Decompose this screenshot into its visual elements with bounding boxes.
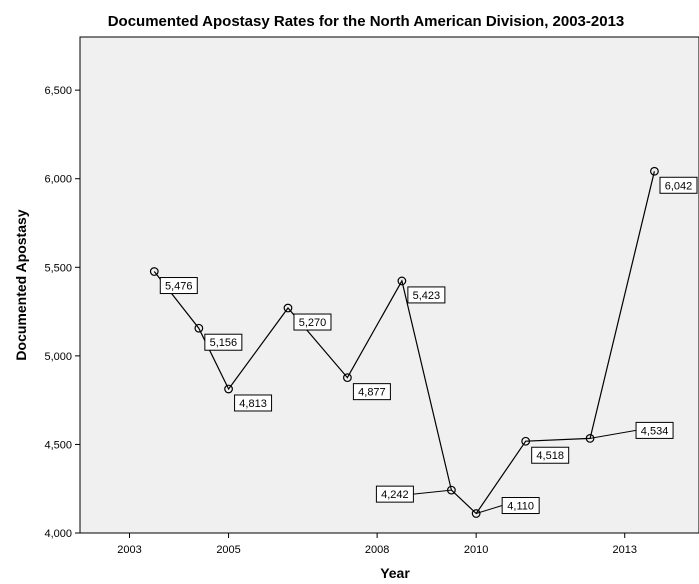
data-label: 6,042 bbox=[665, 180, 693, 192]
data-point bbox=[149, 267, 159, 276]
y-tick-label: 5,500 bbox=[44, 262, 72, 274]
data-label-box bbox=[234, 394, 273, 412]
data-label: 4,242 bbox=[381, 489, 409, 501]
x-tick-label: 2013 bbox=[612, 544, 636, 556]
data-label-box bbox=[204, 333, 243, 351]
data-point bbox=[585, 434, 595, 443]
data-point bbox=[224, 384, 233, 394]
data-point bbox=[521, 436, 531, 446]
data-label-box bbox=[352, 383, 391, 401]
chart-title: Documented Apostasy Rates for the North … bbox=[108, 13, 625, 30]
data-label: 4,813 bbox=[239, 398, 267, 410]
y-tick-label: 5,000 bbox=[44, 351, 72, 363]
y-tick-label: 4,000 bbox=[44, 528, 72, 540]
label-leader bbox=[413, 489, 452, 495]
label-leader bbox=[589, 429, 637, 439]
y-tick-label: 6,500 bbox=[44, 85, 72, 97]
data-label: 4,877 bbox=[358, 387, 386, 399]
x-axis: 2003 2005 2008 2010 2013 bbox=[117, 533, 637, 556]
x-tick-label: 2008 bbox=[365, 544, 389, 556]
data-label-box bbox=[659, 176, 698, 194]
x-tick-label: 2005 bbox=[216, 544, 240, 556]
data-labels: 5,476 5,156 4,813 5,270 4,877 5,423 4,242 4,110… bbox=[159, 176, 698, 515]
data-label-box bbox=[407, 286, 446, 304]
data-point bbox=[194, 323, 204, 333]
data-point bbox=[343, 373, 352, 383]
data-label: 4,110 bbox=[507, 501, 534, 513]
data-label-box bbox=[531, 446, 570, 464]
data-series bbox=[149, 166, 659, 518]
y-axis-title: Documented Apostasy bbox=[13, 209, 29, 360]
label-leader bbox=[476, 505, 503, 514]
data-point bbox=[471, 509, 481, 518]
x-tick-label: 2003 bbox=[117, 544, 141, 556]
series-line bbox=[153, 171, 655, 515]
data-label: 4,518 bbox=[536, 450, 564, 462]
data-label-box bbox=[635, 421, 674, 439]
data-label: 5,423 bbox=[413, 290, 441, 302]
x-tick-label: 2010 bbox=[464, 544, 488, 556]
data-point bbox=[397, 276, 407, 286]
data-label-box bbox=[375, 485, 414, 503]
data-label: 5,270 bbox=[299, 317, 327, 329]
x-axis-title: Year bbox=[380, 565, 410, 581]
data-label-box bbox=[501, 497, 540, 515]
data-label: 5,156 bbox=[210, 337, 238, 349]
data-label-box bbox=[159, 277, 198, 295]
data-label-box bbox=[293, 313, 332, 331]
data-label: 4,534 bbox=[641, 425, 669, 437]
data-point bbox=[650, 166, 659, 176]
data-label: 5,476 bbox=[165, 281, 193, 293]
data-point bbox=[283, 303, 293, 313]
y-tick-label: 4,500 bbox=[44, 439, 72, 451]
y-axis: 4,000 4,500 5,000 5,500 6,000 6,500 bbox=[44, 85, 80, 540]
y-tick-label: 6,000 bbox=[44, 174, 72, 186]
